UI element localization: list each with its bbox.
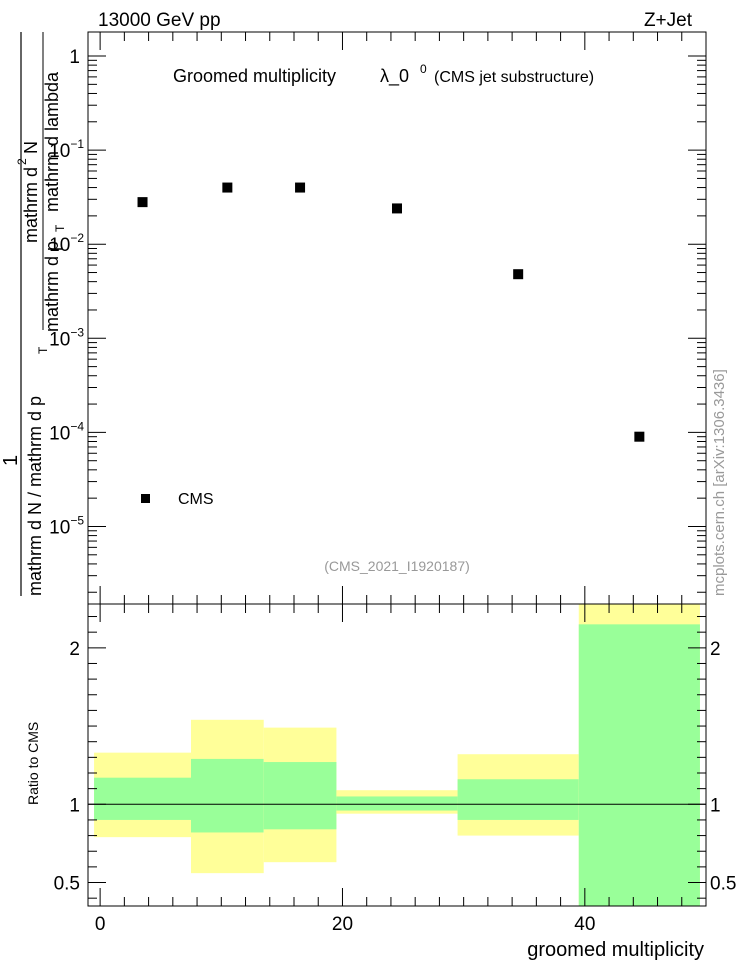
header-right: Z+Jet (644, 10, 693, 31)
ratio-y-tick-label-left: 1 (69, 795, 80, 816)
data-point (634, 431, 645, 442)
main-axis-ticks (88, 32, 706, 604)
data-point (513, 269, 524, 280)
x-tick-label: 40 (574, 914, 595, 935)
ylabel-den-numerator-d: mathrm d (21, 167, 41, 243)
main-frame (87, 31, 707, 605)
ratio-y-tick-label-right: 2 (710, 639, 721, 660)
ylabel-den-numerator-sup: 2 (15, 158, 29, 165)
ylabel-one: 1 (0, 455, 22, 466)
ylabel-den-denominator-sub: T (53, 224, 67, 232)
ylabel-den-lower: mathrm d N / mathrm d p (25, 396, 45, 596)
ratio-band-inner (263, 762, 337, 830)
ratio-y-tick-labels: 0.5 0.5 1 1 2 2 (54, 639, 737, 895)
data-point (295, 182, 306, 193)
data-point (392, 203, 402, 214)
legend-marker (141, 494, 150, 503)
title-note: (CMS jet substructure) (434, 69, 594, 86)
ylabel-den-denominator-dp: mathrm d p (42, 241, 62, 332)
main-y-tick-labels: 1 10−1 10−2 10−3 10−4 10−5 (49, 47, 84, 538)
main-y-axis-label: 1 mathrm d 2 N mathrm d p T mathrm d lam… (0, 32, 67, 596)
side-credit: mcplots.cern.ch [arXiv:1306.3436] (711, 369, 728, 596)
x-axis-label: groomed multiplicity (527, 939, 704, 961)
x-tick-label: 20 (332, 914, 353, 935)
ratio-frame (87, 603, 707, 907)
header-left: 13000 GeV pp (98, 10, 221, 31)
main-y-tick-label: 10−2 (49, 231, 84, 256)
legend: CMS (141, 491, 214, 508)
data-point (222, 182, 233, 193)
title-main: Groomed multiplicity (173, 66, 336, 86)
ratio-y-axis-label: Ratio to CMS (25, 722, 41, 805)
ratio-band-inner (336, 796, 458, 811)
title-symbol: λ_0 (380, 66, 409, 87)
ratio-y-tick-label-right: 1 (710, 795, 721, 816)
main-title: Groomed multiplicity λ_0 0 (CMS jet subs… (173, 62, 594, 87)
ratio-y-tick-label-left: 2 (69, 639, 80, 660)
main-panel: 1 10−1 10−2 10−3 10−4 10−5 Groomed multiplici… (0, 31, 728, 605)
main-y-tick-label: 1 (69, 47, 80, 68)
ratio-y-tick-label-left: 0.5 (54, 874, 80, 895)
ratio-band-inner (191, 758, 264, 833)
ratio-y-tick-label-right: 0.5 (710, 874, 736, 895)
ratio-bands (94, 604, 700, 906)
x-tick-label: 0 (95, 914, 106, 935)
ylabel-den-lower-sub: T (36, 346, 50, 354)
ylabel-den-denominator-dlambda: mathrm d lambda (42, 71, 62, 212)
legend-label: CMS (178, 491, 214, 508)
x-tick-labels: 0 20 40 (95, 914, 596, 935)
ratio-axis-ticks (88, 604, 706, 906)
ratio-band-inner (457, 779, 579, 820)
main-y-tick-label: 10−5 (49, 513, 84, 538)
data-point (137, 197, 148, 208)
data-points (137, 182, 645, 442)
main-y-tick-label: 10−3 (49, 325, 84, 350)
title-superscript: 0 (420, 62, 427, 76)
ylabel-den-numerator-n: N (21, 141, 41, 154)
watermark: (CMS_2021_I1920187) (324, 558, 470, 574)
ratio-band-inner (94, 777, 191, 820)
main-y-tick-label: 10−1 (49, 137, 84, 162)
ratio-panel: 0.5 0.5 1 1 2 2 0 20 40 Ratio to CMS groomed mu… (25, 603, 737, 961)
main-y-tick-label: 10−4 (49, 419, 84, 444)
ratio-band-inner (578, 624, 700, 906)
